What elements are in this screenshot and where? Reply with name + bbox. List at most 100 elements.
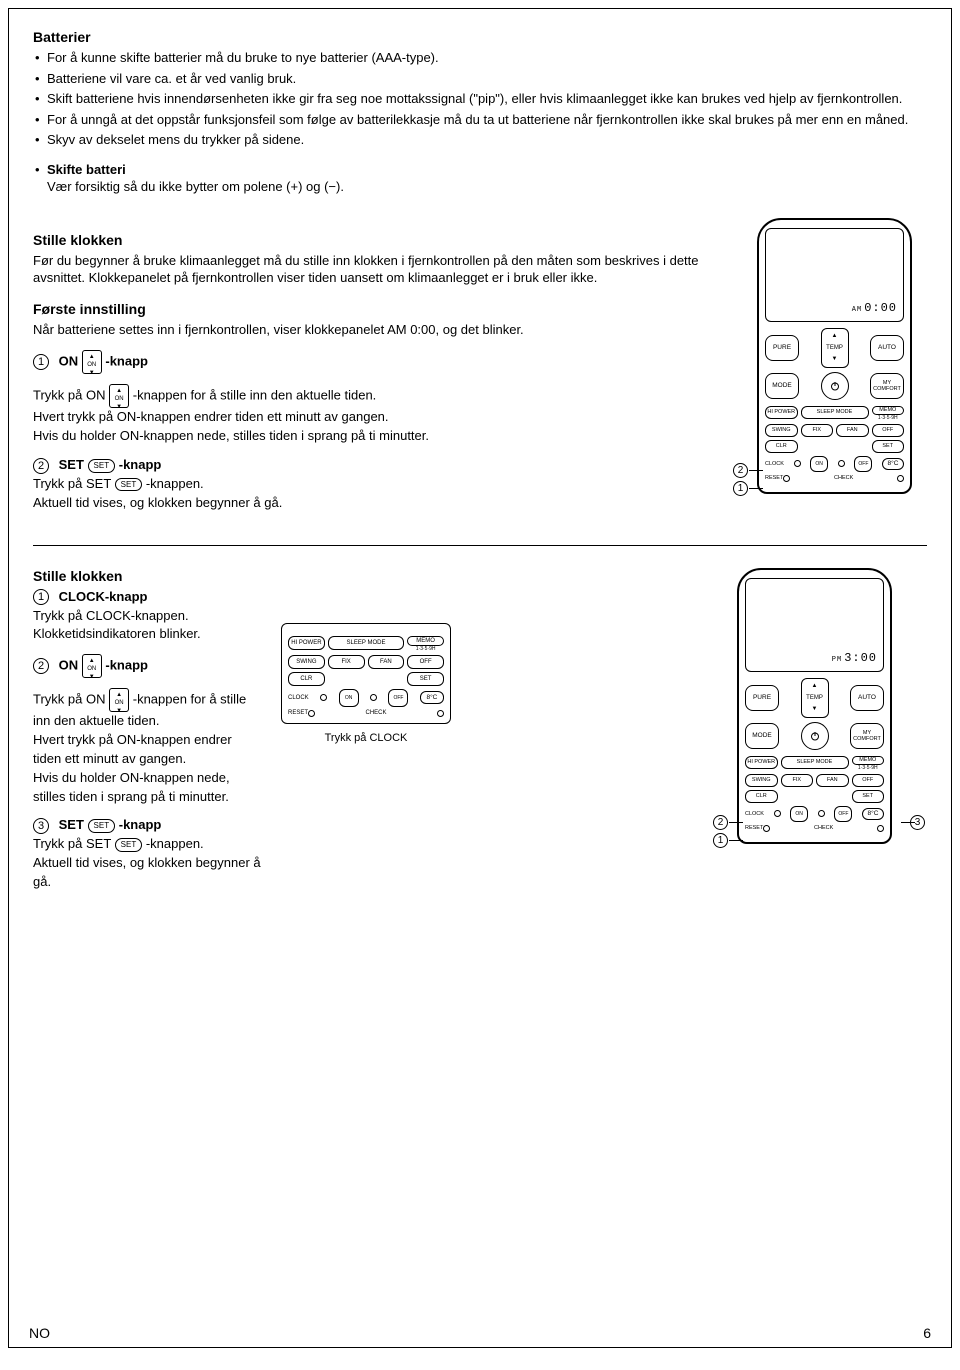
fix-button[interactable]: FIX xyxy=(801,424,834,437)
swing-button[interactable]: SWING xyxy=(765,424,798,437)
hipower-button[interactable]: HI POWER xyxy=(765,406,798,419)
8c-button[interactable]: 8°C xyxy=(882,458,904,470)
8c-button[interactable]: 8°C xyxy=(862,808,884,820)
center-dot[interactable] xyxy=(818,810,825,817)
stille1-title: Stille klokken xyxy=(33,232,719,248)
skifte-batteri: Skifte batteri Vær forsiktig så du ikke … xyxy=(33,161,927,196)
mycomfort-button[interactable]: MY COMFORT xyxy=(870,373,904,399)
s2-step1-l1: Trykk på CLOCK-knappen. xyxy=(33,608,189,623)
clock-dot[interactable] xyxy=(320,694,327,701)
memo-button[interactable]: MEMO xyxy=(407,636,444,646)
mycomfort-button[interactable]: MY COMFORT xyxy=(850,723,884,749)
clr-button[interactable]: CLR xyxy=(288,672,325,686)
reset-label: RESET xyxy=(288,710,308,716)
step1-l1b: -knappen for å stille inn den aktuelle t… xyxy=(133,388,377,403)
s2-step2-l2: Hvert trykk på ON-knappen endrer tiden e… xyxy=(33,732,232,766)
set-button[interactable]: SET xyxy=(852,790,885,803)
fix-button[interactable]: FIX xyxy=(781,774,814,787)
clock-dot[interactable] xyxy=(774,810,781,817)
set-button[interactable]: SET xyxy=(872,440,905,453)
s2-step3-l1: Trykk på SET xyxy=(33,836,111,851)
stille1-text: Stille klokken Før du begynner å bruke k… xyxy=(33,218,719,523)
on-button[interactable]: ON xyxy=(790,806,808,822)
ampm: AM xyxy=(852,306,862,314)
set-icon: SET xyxy=(88,459,116,473)
step2-3: 3 SET SET -knapp Trykk på SET SET -knapp… xyxy=(33,816,263,891)
check-dot[interactable] xyxy=(437,710,444,717)
off-button[interactable]: OFF xyxy=(852,774,885,787)
off2-button[interactable]: OFF xyxy=(854,456,872,472)
off2-button[interactable]: OFF xyxy=(834,806,852,822)
sleep-button[interactable]: SLEEP MODE xyxy=(328,636,405,650)
pure-button[interactable]: PURE xyxy=(765,335,799,361)
memo-sub: 1·3·5·9H xyxy=(407,646,444,652)
step1-l2: Hvert trykk på ON-knappen endrer tiden e… xyxy=(33,409,389,424)
on-icon xyxy=(109,384,129,408)
sleep-button[interactable]: SLEEP MODE xyxy=(781,756,849,769)
forste-title: Første innstilling xyxy=(33,301,719,317)
fan-button[interactable]: FAN xyxy=(368,655,405,669)
time-val: 0:00 xyxy=(864,301,897,315)
mode-button[interactable]: MODE xyxy=(765,373,799,399)
check-dot[interactable] xyxy=(877,825,884,832)
fan-button[interactable]: FAN xyxy=(836,424,869,437)
set-icon: SET xyxy=(88,819,116,833)
on-button[interactable]: ON xyxy=(810,456,828,472)
fan-button[interactable]: FAN xyxy=(816,774,849,787)
off-button[interactable]: OFF xyxy=(407,655,444,669)
s2-step3-l2: Aktuell tid vises, og klokken begynner å… xyxy=(33,855,261,889)
forste-text: Når batteriene settes inn i fjernkontrol… xyxy=(33,321,719,339)
8c-button[interactable]: 8°C xyxy=(420,691,444,704)
hipower-button[interactable]: HI POWER xyxy=(745,756,778,769)
sleep-button[interactable]: SLEEP MODE xyxy=(801,406,869,419)
off-button[interactable]: OFF xyxy=(872,424,905,437)
reset-dot[interactable] xyxy=(783,475,790,482)
bullet: For å unngå at det oppstår funksjonsfeil… xyxy=(33,111,927,129)
clock-label: CLOCK xyxy=(288,695,309,701)
swing-button[interactable]: SWING xyxy=(288,655,325,669)
center-dot[interactable] xyxy=(838,460,845,467)
check-dot[interactable] xyxy=(897,475,904,482)
auto-button[interactable]: AUTO xyxy=(870,335,904,361)
power-button[interactable] xyxy=(821,372,849,400)
step2-l1: Trykk på SET xyxy=(33,476,111,491)
swing-button[interactable]: SWING xyxy=(745,774,778,787)
pure-button[interactable]: PURE xyxy=(745,685,779,711)
remote-body: PM3:00 PURE ▲ TEMP ▼ AUTO MODE xyxy=(737,568,892,844)
bullet: Skift batteriene hvis innendørsenheten i… xyxy=(33,90,927,108)
on-button[interactable]: ON xyxy=(339,689,359,707)
step2-label: SET xyxy=(59,457,84,472)
reset-dot[interactable] xyxy=(308,710,315,717)
remote-lower-panel: HI POWER SLEEP MODE MEMO 1·3·5·9H SWING … xyxy=(745,756,884,803)
clock-label: CLOCK xyxy=(745,811,764,817)
remote-screen: AM0:00 xyxy=(765,228,904,322)
step2-l2: Aktuell tid vises, og klokken begynner å… xyxy=(33,495,282,510)
check-label: CHECK xyxy=(315,710,437,716)
reset-dot[interactable] xyxy=(763,825,770,832)
set-icon: SET xyxy=(115,838,143,852)
footer-right: 6 xyxy=(923,1325,931,1341)
skifte-text: Vær forsiktig så du ikke bytter om polen… xyxy=(47,179,344,194)
step-num: 2 xyxy=(33,458,49,474)
temp-button[interactable]: ▲ TEMP ▼ xyxy=(801,678,829,718)
fix-button[interactable]: FIX xyxy=(328,655,365,669)
memo-button[interactable]: MEMO xyxy=(872,406,905,415)
check-label: CHECK xyxy=(790,475,897,481)
clock-dot[interactable] xyxy=(794,460,801,467)
mode-button[interactable]: MODE xyxy=(745,723,779,749)
bullet: For å kunne skifte batterier må du bruke… xyxy=(33,49,927,67)
footer-left: NO xyxy=(29,1325,50,1341)
off2-button[interactable]: OFF xyxy=(388,689,408,707)
hipower-button[interactable]: HI POWER xyxy=(288,636,325,650)
set-button[interactable]: SET xyxy=(407,672,444,686)
stille2-title: Stille klokken xyxy=(33,568,263,584)
temp-button[interactable]: ▲ TEMP ▼ xyxy=(821,328,849,368)
clr-button[interactable]: CLR xyxy=(765,440,798,453)
center-dot[interactable] xyxy=(370,694,377,701)
auto-button[interactable]: AUTO xyxy=(850,685,884,711)
power-button[interactable] xyxy=(801,722,829,750)
footer: NO 6 xyxy=(9,1325,951,1341)
stille2-text: Stille klokken 1 CLOCK-knapp Trykk på CL… xyxy=(33,568,263,902)
memo-button[interactable]: MEMO xyxy=(852,756,885,765)
clr-button[interactable]: CLR xyxy=(745,790,778,803)
